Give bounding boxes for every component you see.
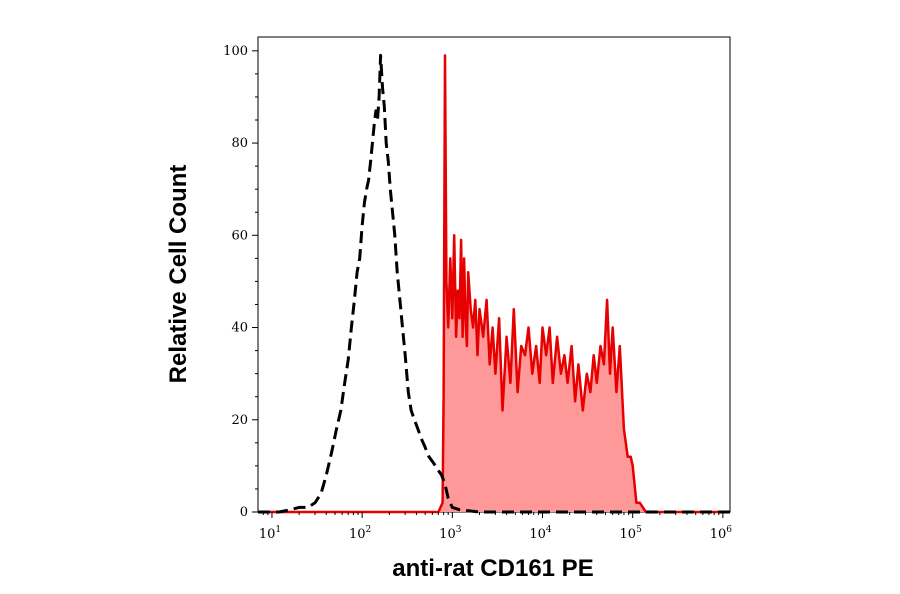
series-area-fill: [258, 55, 730, 513]
y-tick-label: 100: [223, 44, 248, 59]
y-tick-label: 40: [231, 321, 248, 336]
x-tick-label: 104: [529, 525, 552, 542]
x-tick-label: 103: [439, 525, 462, 542]
y-tick-label: 80: [231, 136, 248, 151]
series-line-stained: [258, 54, 730, 514]
x-tick-label: 105: [620, 525, 643, 542]
x-axis-title: anti-rat CD161 PE: [392, 555, 593, 582]
series-line-control: [258, 53, 730, 514]
y-tick-label: 20: [231, 413, 248, 428]
y-tick-label: 60: [231, 228, 248, 243]
y-axis-title: Relative Cell Count: [165, 165, 192, 384]
x-tick-label: 101: [259, 525, 281, 542]
series-layer: [258, 53, 730, 514]
y-axis: 0 20 40 60 80 100: [223, 44, 258, 520]
x-tick-label: 102: [349, 525, 371, 542]
x-tick-label: 106: [710, 525, 733, 542]
x-axis: 101 102 103 104 105 106: [259, 512, 732, 542]
y-tick-label: 0: [240, 505, 248, 520]
